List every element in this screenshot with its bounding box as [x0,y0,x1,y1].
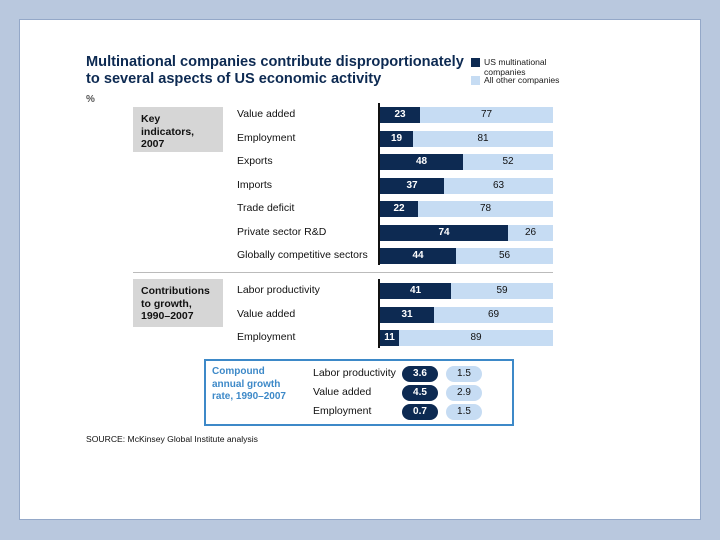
bar-us: 48 [380,154,463,170]
legend-us: US multinational companies [484,57,547,77]
cagr-label: Value added [313,386,372,398]
cagr-value-us: 3.6 [402,366,438,382]
title-line-2: to several aspects of US economic activi… [86,71,382,87]
row-label: Exports [237,155,273,167]
bar-other: 78 [418,201,553,217]
group-label-key-indicators: Key indicators, 2007 [133,107,223,152]
slide-footer-strip [19,500,701,520]
row-label: Globally competitive sectors [237,249,368,261]
bar-other: 77 [420,107,553,123]
bar-other: 63 [444,177,553,194]
group-label-line: 2007 [141,138,165,150]
axis-line [378,279,380,348]
bar-other: 89 [399,330,553,346]
cagr-value-other: 2.9 [446,385,482,401]
cagr-title-line: Compound [212,366,265,377]
axis-line [378,103,380,265]
legend-other: All other companies [484,75,560,85]
bar-us: 37 [380,177,444,194]
exhibit-title: Multinational companies contribute dispr… [86,54,486,88]
bar-other: 26 [508,224,553,241]
bar-us: 44 [380,248,456,264]
bar-us: 41 [380,283,451,299]
bar-other: 59 [451,283,553,299]
source-note: SOURCE: McKinsey Global Institute analys… [86,434,258,444]
bar-other: 56 [456,248,553,264]
cagr-box: Compound annual growth rate, 1990–2007 L… [204,359,514,426]
group-label-line: Contributions [141,285,210,297]
row-label: Trade deficit [237,202,295,214]
group-separator [133,272,553,273]
row-label: Value added [237,108,296,120]
cagr-title-line: rate, 1990–2007 [212,391,286,402]
cagr-title-line: annual growth [212,378,281,390]
bar-other: 81 [413,130,553,147]
cagr-value-other: 1.5 [446,404,482,420]
group-label-contributions: Contributions to growth, 1990–2007 [133,279,223,327]
bar-other: 69 [434,306,553,323]
group-label-line: to growth, [141,297,192,310]
cagr-label: Labor productivity [313,367,396,379]
cagr-value-us: 4.5 [402,385,438,401]
group-label-line: 1990–2007 [141,310,194,322]
unit-label: % [86,94,95,105]
bar-other: 52 [463,154,553,170]
bar-us: 22 [380,201,418,217]
cagr-value-us: 0.7 [402,404,438,420]
row-label: Employment [237,131,296,144]
row-label: Private sector R&D [237,225,327,238]
bar-us: 74 [380,224,508,241]
legend-swatch-other [471,76,480,85]
legend-swatch-us [471,58,480,67]
row-label: Imports [237,178,273,191]
row-label: Labor productivity [237,284,320,296]
bar-us: 23 [380,107,420,123]
cagr-label: Employment [313,405,372,417]
row-label: Employment [237,331,296,343]
bar-us: 11 [380,330,399,346]
row-label: Value added [237,307,296,320]
cagr-value-other: 1.5 [446,366,482,382]
exhibit: Multinational companies contribute dispr… [78,48,570,452]
bar-us: 31 [380,306,434,323]
group-label-line: Key indicators, [141,113,195,138]
bar-us: 19 [380,130,413,147]
title-line-1: Multinational companies contribute dispr… [86,54,464,70]
cagr-title: Compound annual growth rate, 1990–2007 [212,366,302,404]
